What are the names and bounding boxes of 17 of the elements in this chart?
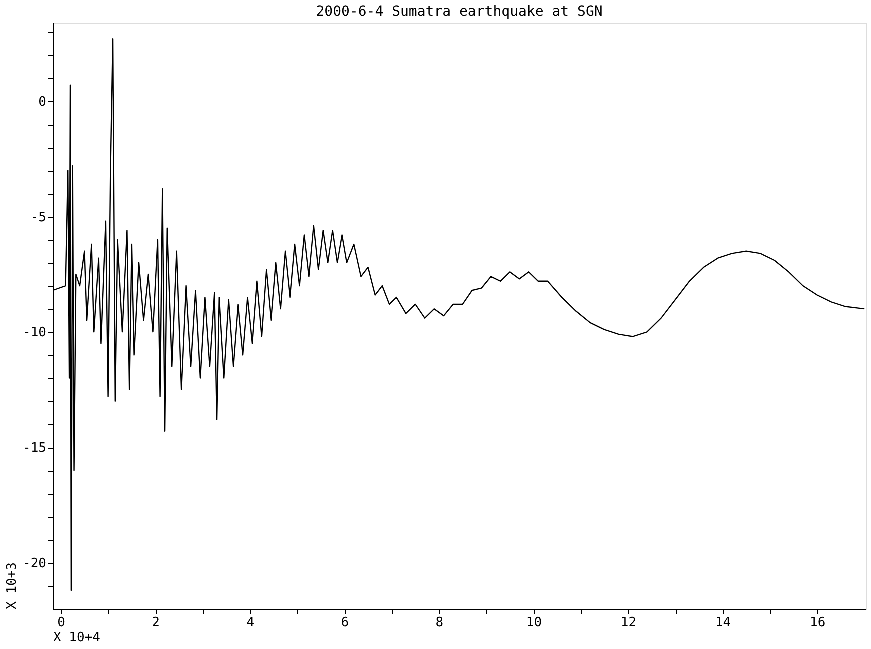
x-axis-title: X 10+4 <box>54 630 101 646</box>
x-tick-label: 16 <box>810 616 826 630</box>
x-tick-label: 0 <box>58 616 66 630</box>
x-tick-label: 4 <box>246 616 255 630</box>
x-tick-label: 8 <box>436 616 444 630</box>
y-tick-label: -15 <box>23 441 46 456</box>
chart-title: 2000-6-4 Sumatra earthquake at SGN <box>316 4 603 20</box>
y-axis-title: X 10+3 <box>5 562 20 610</box>
x-tick-label: 2 <box>152 616 160 630</box>
y-tick-label: 0 <box>38 94 46 110</box>
y-tick-label: -10 <box>23 326 46 341</box>
x-tick-label: 12 <box>620 616 637 630</box>
x-tick-label: 10 <box>526 616 542 630</box>
x-tick-label: 14 <box>715 616 732 630</box>
y-tick-label: -20 <box>23 556 46 572</box>
y-tick-label: -5 <box>30 210 46 226</box>
x-tick-label: 6 <box>341 616 350 630</box>
